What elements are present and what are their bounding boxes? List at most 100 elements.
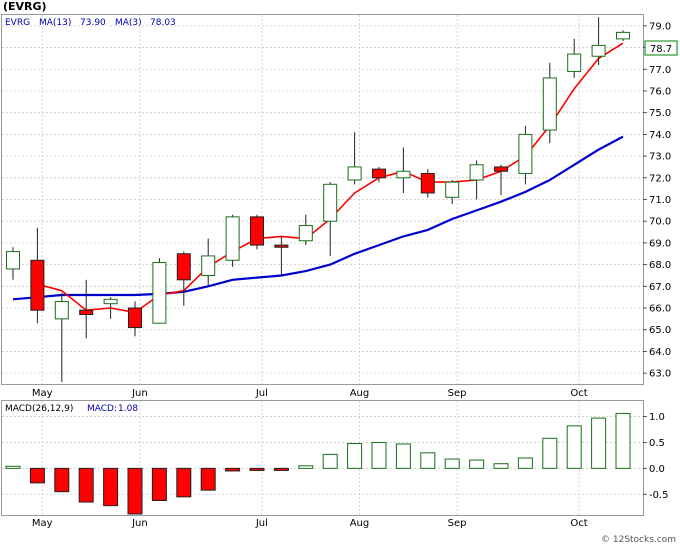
macd-bar: [420, 452, 436, 469]
price-tick-label: 75.0: [649, 108, 671, 119]
candle-body: [54, 301, 69, 320]
candle-body: [225, 216, 240, 261]
macd-bar: [371, 441, 387, 469]
price-x-axis: May Jun Jul Aug Sep Oct: [32, 388, 588, 399]
last-price-box: [644, 40, 678, 56]
price-month-label: Sep: [448, 388, 467, 399]
macd-month-label: Jun: [131, 518, 148, 529]
candle-body: [494, 166, 508, 172]
macd-bar: [78, 467, 94, 503]
candlestick-series: [6, 17, 630, 382]
macd-bar: [249, 467, 265, 471]
macd-bar: [493, 463, 509, 469]
candle-body: [518, 133, 533, 174]
ma13-line: [12, 135, 624, 301]
price-tick-label: 67.0: [649, 282, 671, 293]
price-tick-label: 63.0: [649, 369, 671, 380]
macd-bar: [151, 467, 167, 501]
candle-body: [298, 225, 313, 242]
macd-month-label: May: [32, 518, 53, 529]
price-tick-label: 76.0: [649, 86, 671, 97]
macd-bar: [395, 443, 411, 469]
price-tick-label: 77.0: [649, 65, 671, 76]
macd-month-label: Oct: [570, 518, 587, 529]
macd-legend: MACD(26,12,9) MACD: 1.08: [5, 404, 138, 414]
macd-tick-label: 1.0: [649, 412, 665, 423]
price-month-label: Jun: [131, 388, 148, 399]
legend-symbol: EVRG: [5, 18, 30, 28]
macd-bar: [127, 467, 143, 515]
price-tick-label: 73.0: [649, 152, 671, 163]
price-gridlines: [2, 25, 643, 374]
price-month-label: May: [32, 388, 53, 399]
legend-ma13-value: 73.90: [80, 18, 106, 28]
candle-body: [323, 183, 338, 222]
macd-bar: [298, 465, 314, 469]
macd-y-axis: 1.0 0.5 0.0 -0.5: [643, 412, 669, 501]
candle-body: [469, 164, 484, 181]
macd-bar: [103, 467, 119, 507]
macd-tick-label: -0.5: [649, 490, 669, 501]
ma13-line-layer: [12, 135, 624, 301]
price-tick-label: 71.0: [649, 195, 671, 206]
last-price-label: 78.7: [650, 44, 672, 55]
candle-body: [6, 251, 20, 270]
price-tick-label: 74.0: [649, 130, 671, 141]
price-month-label: Oct: [570, 388, 587, 399]
candle-body: [616, 31, 630, 40]
price-tick-label: 72.0: [649, 173, 671, 184]
macd-bar: [273, 467, 289, 471]
legend-ma3-name: MA(3): [115, 18, 142, 28]
macd-tick-label: 0.5: [649, 438, 665, 449]
macd-histogram: [5, 412, 631, 515]
macd-bar: [469, 459, 485, 469]
candle-body: [396, 170, 411, 179]
candle-body: [201, 255, 216, 276]
price-tick-label: 66.0: [649, 304, 671, 315]
macd-x-axis: May Jun Jul Aug Sep Oct: [32, 518, 588, 529]
macd-value: 1.08: [118, 404, 138, 414]
macd-bar: [322, 453, 338, 469]
macd-month-label: Jul: [255, 518, 268, 529]
candle-body: [152, 261, 167, 324]
macd-value-label: MACD:: [87, 404, 117, 414]
macd-tick-label: 0.0: [649, 464, 665, 475]
macd-bar: [29, 467, 45, 484]
candle-body: [542, 77, 557, 131]
macd-bar: [54, 467, 70, 493]
candle-body: [176, 253, 191, 281]
price-tick-label: 70.0: [649, 217, 671, 228]
candle-body: [445, 181, 460, 198]
price-tick-label: 64.0: [649, 347, 671, 358]
macd-bar: [615, 412, 631, 469]
legend-ma13-name: MA(13): [39, 18, 71, 28]
macd-bar: [517, 457, 533, 469]
candle-body: [274, 244, 289, 248]
macd-bar: [566, 425, 582, 469]
macd-bar: [225, 467, 241, 472]
candle-body: [591, 44, 606, 57]
macd-bar: [347, 442, 363, 469]
candle-body: [30, 259, 45, 311]
price-x-gridlines: [41, 15, 580, 384]
macd-bar: [5, 465, 21, 469]
macd-bar: [542, 437, 558, 469]
legend-ma3-value: 78.03: [150, 18, 176, 28]
price-tick-label: 79.0: [649, 21, 671, 32]
price-tick-label: 69.0: [649, 238, 671, 249]
candle-body: [250, 216, 264, 246]
candle-body: [347, 166, 362, 181]
price-y-axis: 79.078.077.076.075.074.073.072.071.070.0…: [643, 21, 671, 380]
candle-body: [79, 309, 94, 316]
chart-title: (EVRG): [3, 0, 47, 13]
macd-month-label: Sep: [448, 518, 467, 529]
price-month-label: Aug: [350, 388, 370, 399]
macd-label: MACD(26,12,9): [5, 404, 73, 414]
macd-month-label: Aug: [350, 518, 370, 529]
price-tick-label: 68.0: [649, 260, 671, 271]
price-tick-label: 65.0: [649, 325, 671, 336]
candle-body: [128, 307, 142, 329]
macd-bar: [591, 417, 607, 469]
price-legend: EVRG MA(13) 73.90 MA(3) 78.03: [5, 18, 176, 28]
